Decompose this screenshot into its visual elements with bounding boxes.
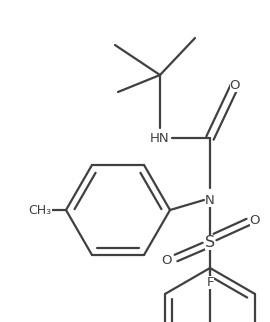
Text: O: O (230, 79, 240, 91)
Text: F: F (206, 276, 214, 289)
Text: O: O (161, 253, 171, 267)
Text: S: S (205, 234, 215, 250)
Text: O: O (250, 213, 260, 226)
Text: HN: HN (150, 131, 170, 145)
Text: N: N (205, 194, 215, 206)
Text: CH₃: CH₃ (28, 204, 52, 216)
